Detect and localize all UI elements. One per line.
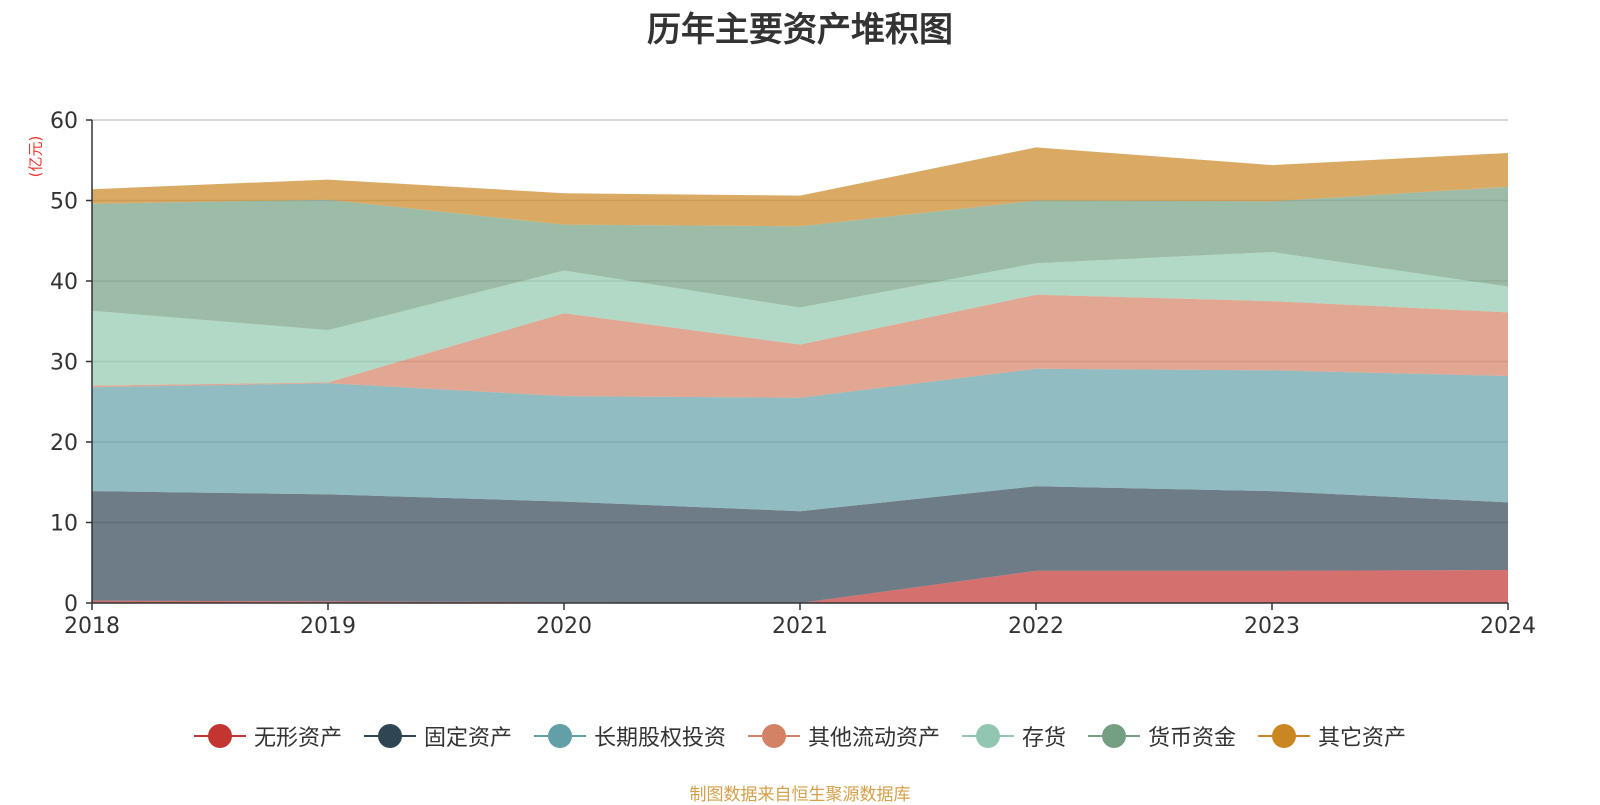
area-series-4: [92, 252, 1508, 386]
legend-marker-icon: [747, 723, 800, 749]
source-note: 制图数据来自恒生聚源数据库: [689, 785, 911, 805]
area-series-2: [92, 368, 1508, 512]
x-tick-label: 2020: [536, 614, 592, 639]
area-series-0: [92, 570, 1508, 603]
x-tick-label: 2018: [64, 614, 120, 639]
stacked-area-chart: 0 10 20 30 40 50 60 2018 2019 2020 2021 2022 2023 202…: [50, 109, 1536, 639]
legend-label: 其他流动资产: [807, 726, 940, 751]
legend-label: 长期股权投资: [593, 726, 726, 751]
x-tick-label: 2021: [772, 614, 828, 639]
legend-marker-dot: [976, 724, 1000, 748]
legend-item[interactable]: 固定资产: [363, 720, 512, 752]
y-tick-label: 10: [50, 512, 78, 537]
y-tick-label: 50: [50, 190, 78, 215]
area-series-layer: [92, 147, 1508, 603]
legend-marker-dot: [377, 724, 402, 748]
legend-item[interactable]: 长期股权投资: [533, 720, 726, 752]
axes: 0 10 20 30 40 50 60 2018 2019 2020 2021 2022 2023 202…: [50, 109, 1536, 639]
area-series-6: [92, 147, 1508, 227]
y-tick-label: 30: [50, 351, 78, 376]
chart-title: 历年主要资产堆积图: [647, 10, 953, 50]
x-tick-label: 2024: [1480, 614, 1536, 639]
legend-marker-dot: [207, 724, 232, 748]
x-tick-label: 2023: [1244, 614, 1300, 639]
y-tick-label: 40: [50, 270, 78, 295]
legend-label: 固定资产: [423, 726, 512, 751]
x-tick-label: 2019: [300, 614, 356, 639]
y-tick-label: 0: [64, 592, 78, 617]
x-tick-label: 2022: [1008, 614, 1064, 639]
legend-marker-dot: [1102, 724, 1127, 748]
legend: 无形资产 固定资产 长期股权投资 其他流动资产 存货 货币资金 其它资产: [0, 720, 1600, 752]
legend-item[interactable]: 其它资产: [1258, 720, 1406, 752]
legend-label: 存货: [1022, 726, 1067, 751]
legend-label: 无形资产: [253, 726, 342, 751]
area-series-5: [92, 186, 1508, 331]
y-tick-label: 60: [50, 109, 78, 134]
legend-marker-dot: [547, 724, 572, 748]
legend-label: 货币资金: [1148, 726, 1237, 751]
legend-item[interactable]: 货币资金: [1088, 720, 1236, 752]
legend-marker-icon: [533, 723, 586, 749]
legend-item[interactable]: 其他流动资产: [747, 720, 940, 752]
legend-label: 其它资产: [1318, 726, 1407, 751]
area-series-3: [92, 294, 1508, 398]
legend-marker-icon: [1088, 723, 1141, 749]
legend-marker-dot: [1272, 724, 1297, 748]
legend-marker-icon: [1258, 723, 1311, 749]
legend-marker-dot: [761, 724, 786, 748]
legend-item[interactable]: 无形资产: [193, 720, 342, 752]
area-series-1: [92, 486, 1508, 603]
legend-item[interactable]: 存货: [962, 720, 1066, 752]
y-tick-label: 20: [50, 431, 78, 456]
legend-marker-icon: [193, 723, 246, 749]
legend-marker-icon: [363, 723, 416, 749]
legend-marker-icon: [962, 723, 1014, 749]
